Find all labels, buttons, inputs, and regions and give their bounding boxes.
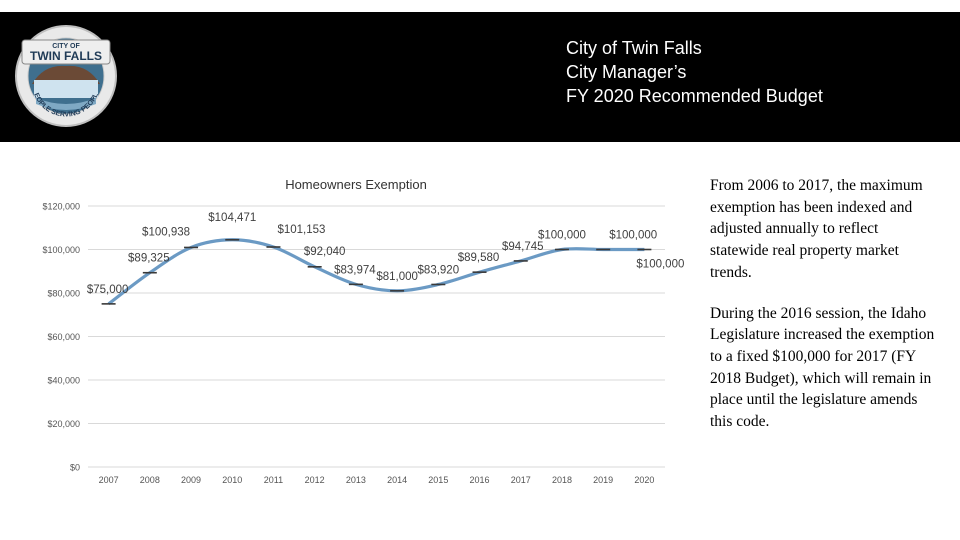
data-label: $83,974 <box>334 264 376 276</box>
y-tick-label: $120,000 <box>42 202 80 212</box>
data-label: $89,580 <box>458 252 500 264</box>
data-label: $100,000 <box>538 230 586 242</box>
x-tick-label: 2019 <box>593 475 613 485</box>
title-line-1: City of Twin Falls <box>566 38 702 58</box>
x-tick-label: 2007 <box>99 475 119 485</box>
x-tick-label: 2018 <box>552 475 572 485</box>
header-band <box>0 12 960 142</box>
data-label: $101,153 <box>277 224 325 236</box>
x-tick-label: 2020 <box>634 475 654 485</box>
y-tick-label: $80,000 <box>47 289 80 299</box>
paragraph-indexing: From 2006 to 2017, the maximum exemption… <box>710 177 923 281</box>
line-chart: Homeowners Exemption $0 $20,000 $40,000 $60… <box>42 177 684 485</box>
x-tick-label: 2016 <box>470 475 490 485</box>
title-line-3: FY 2020 Recommended Budget <box>566 86 823 106</box>
data-label: $92,040 <box>304 246 346 258</box>
x-tick-label: 2010 <box>222 475 242 485</box>
y-tick-label: $40,000 <box>47 376 80 386</box>
data-label: $104,471 <box>208 212 256 224</box>
data-label: $89,325 <box>128 253 170 265</box>
explanation-text: From 2006 to 2017, the maximum exemption… <box>710 175 935 452</box>
x-tick-label: 2012 <box>305 475 325 485</box>
x-tick-label: 2014 <box>387 475 407 485</box>
data-label: $100,938 <box>142 226 190 238</box>
y-tick-label: $60,000 <box>47 332 80 342</box>
page-title: City of Twin Falls City Manager’s FY 202… <box>566 36 823 108</box>
y-tick-label: $100,000 <box>42 245 80 255</box>
city-logo: CITY OF TWIN FALLS PEOPLE SERVING PEOPLE <box>14 24 117 127</box>
data-label: $83,920 <box>418 264 460 276</box>
x-tick-label: 2011 <box>264 475 283 485</box>
x-tick-label: 2017 <box>511 475 531 485</box>
y-tick-label: $20,000 <box>47 419 80 429</box>
data-label: $81,000 <box>376 271 418 283</box>
logo-top-text: CITY OF <box>52 43 80 50</box>
x-tick-label: 2008 <box>140 475 160 485</box>
logo-main-text: TWIN FALLS <box>30 49 102 63</box>
x-tick-label: 2015 <box>428 475 448 485</box>
paragraph-legislature: During the 2016 session, the Idaho Legis… <box>710 304 935 431</box>
x-tick-label: 2013 <box>346 475 366 485</box>
y-tick-label: $0 <box>70 463 80 473</box>
chart-title: Homeowners Exemption <box>285 177 427 192</box>
data-label: $75,000 <box>87 284 129 296</box>
x-tick-label: 2009 <box>181 475 201 485</box>
title-line-2: City Manager’s <box>566 62 687 82</box>
data-label: $100,000 <box>636 259 684 271</box>
data-label: $100,000 <box>609 230 657 242</box>
data-label: $94,745 <box>502 241 544 253</box>
